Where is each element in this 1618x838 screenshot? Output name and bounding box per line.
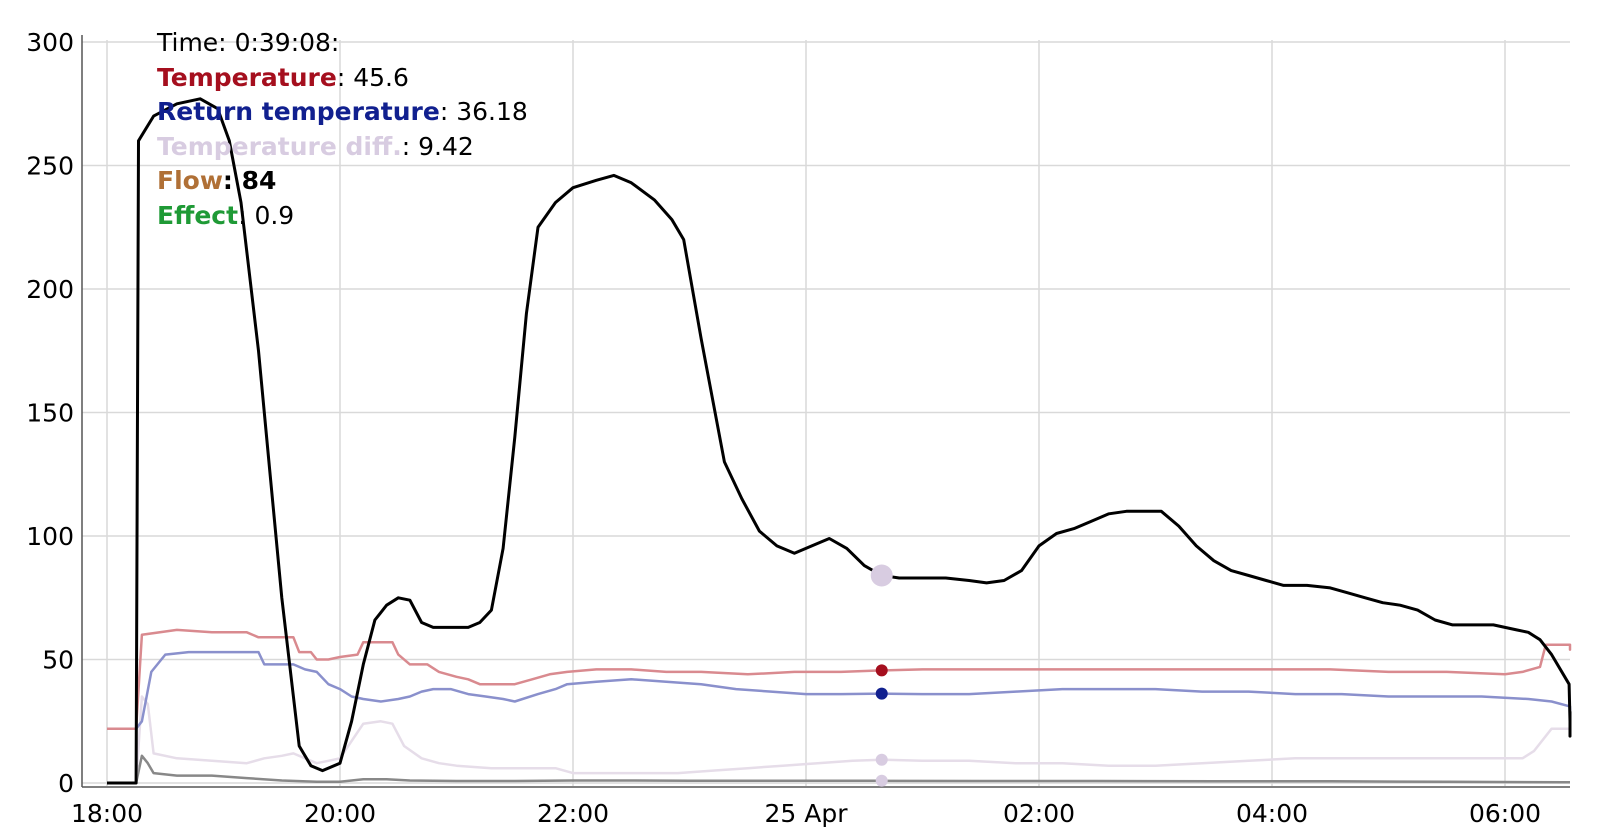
tooltip-row-temperature-diff: Temperature diff.: 9.42 [157,130,528,165]
tooltip-series-name: Flow [157,166,223,195]
tooltip-series-name: Temperature diff. [157,131,402,161]
tooltip-series-value: 36.18 [456,97,528,126]
x-tick-label: 02:00 [1003,799,1075,828]
tooltip-separator: : [222,166,242,195]
hover-marker-temperature-diff [875,753,888,766]
y-tick-label: 150 [26,399,74,428]
tooltip-series-value: 9.42 [418,131,474,161]
tooltip-series-value: 45.6 [353,62,409,92]
hover-marker-effect [875,774,888,787]
x-tick-label: 06:00 [1469,799,1541,828]
hover-marker-flow [870,564,893,587]
axes [81,35,1570,788]
x-axis-ticks: 18:00 20:00 22:00 25 Apr 02:00 04:00 06:00 [71,799,1541,828]
tooltip-time-row: Time: 0:39:08: [157,26,528,61]
tooltip-separator: : [336,62,354,92]
series-line-temperature [107,628,1572,730]
tooltip-row-temperature: Temperature: 45.6 [157,61,528,96]
series-line-return-temperature [107,650,1572,730]
tooltip-separator: : [439,97,457,126]
y-tick-label: 100 [26,522,74,551]
grid [82,40,1570,786]
series-layer [107,97,1572,785]
y-tick-label: 300 [26,28,74,57]
hover-markers [870,564,893,787]
tooltip-series-name: Return temperature [157,97,440,126]
tooltip-series-rows: Temperature: 45.6 Return temperature: 36.… [157,61,528,234]
y-tick-label: 0 [58,769,74,798]
tooltip-time-value: 0:39:08: [234,28,340,57]
tooltip-row-flow: Flow: 84 [157,164,528,199]
x-tick-label: 20:00 [304,799,376,828]
y-axis-ticks: 0 50 100 150 200 250 300 [26,28,74,798]
x-tick-label: 25 Apr [764,799,848,828]
x-tick-label: 04:00 [1236,799,1308,828]
tooltip-series-value: 84 [241,166,277,195]
tooltip-row-effect: Effect: 0.9 [157,199,528,234]
hover-tooltip: Time: 0:39:08: Temperature: 45.6 Return t… [157,26,528,233]
y-tick-label: 50 [42,646,74,675]
hover-marker-temperature [875,664,888,677]
series-line-effect [107,754,1570,785]
tooltip-row-return-temperature: Return temperature: 36.18 [157,95,528,130]
tooltip-time-label: Time: [157,28,227,57]
tooltip-separator: : [238,200,255,230]
hover-marker-return-temperature [875,687,888,700]
series-line-temperature-diff [107,695,1570,785]
y-tick-label: 250 [26,152,74,181]
tooltip-separator: : [401,131,419,161]
y-tick-label: 200 [26,275,74,304]
series-line-flow [107,97,1572,785]
tooltip-series-name: Effect [157,200,239,230]
tooltip-series-value: 0.9 [254,200,295,230]
x-tick-label: 18:00 [71,799,143,828]
x-tick-label: 22:00 [537,799,609,828]
tooltip-series-name: Temperature [157,62,337,92]
